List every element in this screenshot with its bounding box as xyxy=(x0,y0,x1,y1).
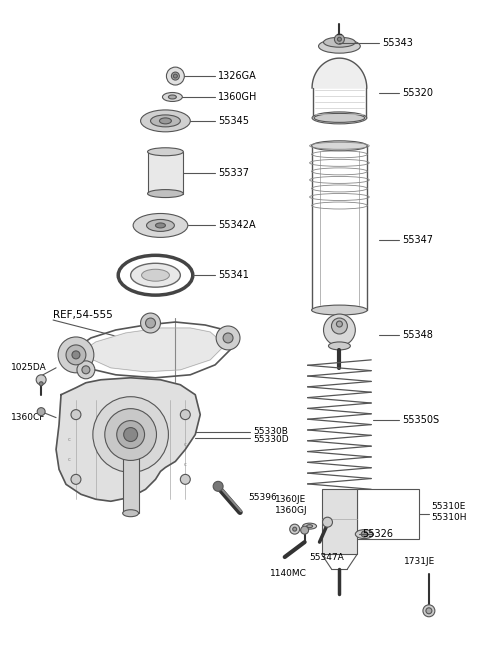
Circle shape xyxy=(145,318,156,328)
Text: 55396: 55396 xyxy=(248,493,276,502)
Text: 55320: 55320 xyxy=(402,88,433,98)
Text: c: c xyxy=(184,442,187,447)
Ellipse shape xyxy=(156,223,166,228)
Polygon shape xyxy=(312,58,367,88)
Ellipse shape xyxy=(123,510,139,517)
Circle shape xyxy=(180,474,190,484)
Ellipse shape xyxy=(151,115,180,127)
Circle shape xyxy=(93,397,168,472)
Circle shape xyxy=(167,67,184,85)
Text: 55347: 55347 xyxy=(402,235,433,246)
Text: 55347A: 55347A xyxy=(310,553,344,561)
Text: c: c xyxy=(184,462,187,467)
Text: 55350S: 55350S xyxy=(402,415,439,424)
Text: c: c xyxy=(68,457,71,462)
Circle shape xyxy=(300,526,309,534)
Circle shape xyxy=(71,409,81,420)
Ellipse shape xyxy=(319,39,360,53)
Circle shape xyxy=(39,382,43,386)
Circle shape xyxy=(361,531,367,537)
Text: 1140MC: 1140MC xyxy=(270,569,307,578)
Ellipse shape xyxy=(312,305,367,315)
Ellipse shape xyxy=(302,523,316,529)
Text: 55337: 55337 xyxy=(218,168,249,178)
Ellipse shape xyxy=(159,118,171,124)
Text: 55330B: 55330B xyxy=(253,427,288,436)
Ellipse shape xyxy=(133,214,188,237)
Circle shape xyxy=(180,409,190,420)
Circle shape xyxy=(223,333,233,343)
Circle shape xyxy=(58,337,94,373)
Text: 55345: 55345 xyxy=(218,116,249,126)
Ellipse shape xyxy=(146,219,174,231)
Text: 1731JE: 1731JE xyxy=(404,557,435,565)
Text: c: c xyxy=(68,437,71,442)
Circle shape xyxy=(36,375,46,384)
Circle shape xyxy=(290,524,300,534)
Text: 55343: 55343 xyxy=(382,38,413,48)
Polygon shape xyxy=(56,378,200,501)
Circle shape xyxy=(293,527,297,531)
Ellipse shape xyxy=(147,148,183,156)
Circle shape xyxy=(66,345,86,365)
Ellipse shape xyxy=(328,342,350,350)
Ellipse shape xyxy=(142,269,169,281)
Text: 1326GA: 1326GA xyxy=(218,71,257,81)
Ellipse shape xyxy=(141,110,190,132)
Circle shape xyxy=(337,37,341,41)
Circle shape xyxy=(124,428,138,441)
Bar xyxy=(147,152,183,194)
Ellipse shape xyxy=(314,113,365,122)
Circle shape xyxy=(332,318,348,334)
Circle shape xyxy=(82,366,90,374)
Bar xyxy=(357,489,419,539)
Ellipse shape xyxy=(168,95,176,99)
Text: 1360GH: 1360GH xyxy=(218,92,257,102)
Circle shape xyxy=(216,326,240,350)
Circle shape xyxy=(117,421,144,449)
Circle shape xyxy=(37,407,45,416)
Ellipse shape xyxy=(307,525,312,528)
Ellipse shape xyxy=(131,263,180,287)
Circle shape xyxy=(323,517,333,527)
Text: 55310H: 55310H xyxy=(431,513,467,521)
Text: 55330D: 55330D xyxy=(253,435,288,444)
Circle shape xyxy=(213,481,223,491)
Circle shape xyxy=(171,72,180,80)
Circle shape xyxy=(173,74,178,78)
Text: 55341: 55341 xyxy=(218,271,249,280)
Text: REF,54-555: REF,54-555 xyxy=(53,310,113,320)
Ellipse shape xyxy=(312,141,367,151)
Circle shape xyxy=(426,608,432,614)
Bar xyxy=(322,489,357,554)
Text: 55326: 55326 xyxy=(362,529,393,539)
Text: 1360JE: 1360JE xyxy=(275,495,306,504)
Circle shape xyxy=(141,313,160,333)
Circle shape xyxy=(72,351,80,359)
Ellipse shape xyxy=(324,37,355,47)
Text: 1360CF: 1360CF xyxy=(12,413,46,422)
Bar xyxy=(123,449,139,514)
Circle shape xyxy=(423,605,435,617)
Ellipse shape xyxy=(312,112,367,124)
Polygon shape xyxy=(81,328,225,372)
Circle shape xyxy=(336,321,342,327)
Circle shape xyxy=(105,409,156,460)
Text: 1025DA: 1025DA xyxy=(12,364,47,372)
Circle shape xyxy=(71,474,81,484)
Text: 1360GJ: 1360GJ xyxy=(275,506,307,515)
Ellipse shape xyxy=(162,92,182,102)
Circle shape xyxy=(335,34,344,44)
Circle shape xyxy=(77,361,95,379)
Text: 55342A: 55342A xyxy=(218,221,256,231)
Ellipse shape xyxy=(355,530,373,538)
Text: 55310E: 55310E xyxy=(431,502,465,511)
Circle shape xyxy=(324,314,355,346)
Ellipse shape xyxy=(147,189,183,198)
Text: 55348: 55348 xyxy=(402,330,433,340)
